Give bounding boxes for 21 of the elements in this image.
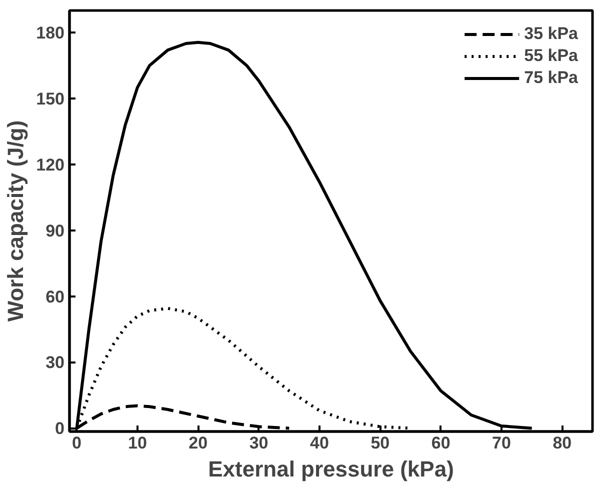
legend-label: 55 kPa	[524, 46, 578, 66]
y-tick-label: 180	[36, 23, 65, 42]
x-axis-title: External pressure (kPa)	[208, 456, 454, 482]
x-tick-label: 30	[249, 434, 268, 452]
y-tick-label: 120	[36, 155, 65, 174]
y-tick-label: 90	[46, 221, 65, 240]
legend-label: 75 kPa	[524, 68, 578, 88]
y-tick-label: 0	[55, 419, 65, 438]
x-tick-label: 50	[370, 434, 390, 452]
y-axis-title: Work capacity (J/g)	[3, 120, 28, 322]
x-tick-label: 0	[72, 434, 82, 452]
x-tick-label: 80	[552, 434, 572, 452]
y-tick-label: 30	[46, 353, 65, 372]
x-tick-label: 10	[128, 434, 147, 452]
x-tick-label: 40	[310, 434, 329, 452]
y-tick-label: 150	[36, 89, 65, 108]
legend-label: 35 kPa	[524, 24, 578, 44]
x-tick-label: 70	[492, 434, 511, 452]
x-tick-label: 20	[188, 434, 208, 452]
x-tick-label: 60	[431, 434, 450, 452]
y-tick-label: 60	[46, 287, 65, 306]
